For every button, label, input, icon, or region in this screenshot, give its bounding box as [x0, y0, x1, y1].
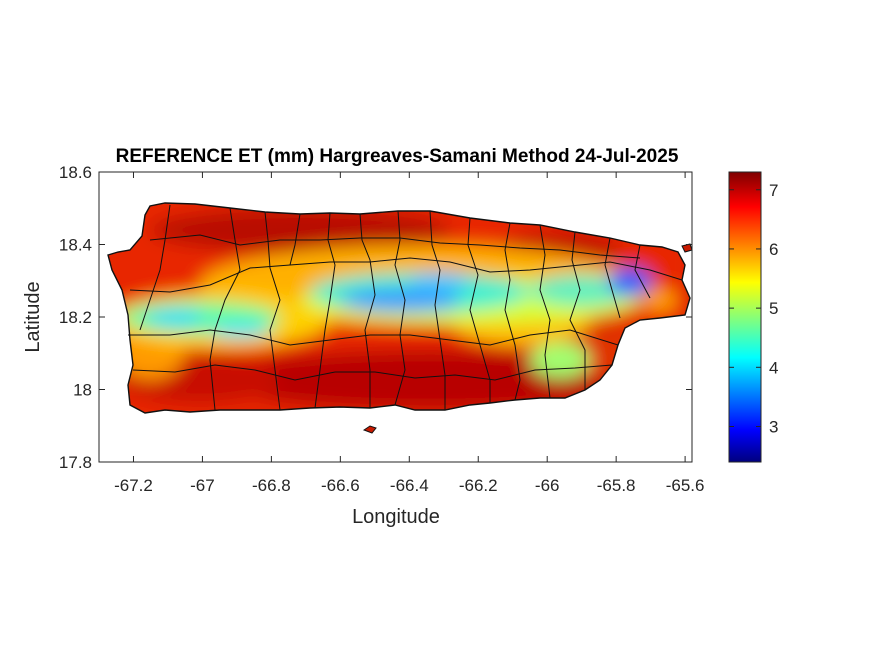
x-axis-ticks: -67.2 -67 -66.8 -66.6 -66.4 -66.2 -66 -65.8 -65.…	[114, 172, 704, 495]
x-tick-label: -66.6	[321, 476, 360, 495]
colorbar-tick-label: 6	[769, 240, 778, 259]
x-axis-label: Longitude	[352, 506, 440, 528]
colorbar-gradient	[728, 171, 762, 463]
island-outline	[107, 202, 691, 414]
y-axis-label: Latitude	[22, 281, 44, 352]
colorbar-tick-label: 4	[769, 358, 778, 377]
x-tick-label: -66.4	[390, 476, 429, 495]
x-tick-label: -66.8	[252, 476, 291, 495]
colorbar-ticks: 3 4 5 6 7	[729, 181, 778, 436]
x-tick-label: -65.8	[597, 476, 636, 495]
y-axis-ticks: 17.8 18 18.2 18.4 18.6	[59, 163, 692, 472]
x-tick-label: -65.6	[666, 476, 705, 495]
x-tick-label: -67.2	[114, 476, 153, 495]
chart-title: REFERENCE ET (mm) Hargreaves-Samani Meth…	[116, 146, 679, 167]
colorbar-tick-label: 5	[769, 299, 778, 318]
municipal-boundaries	[128, 204, 683, 411]
y-tick-label: 18.2	[59, 308, 92, 327]
x-tick-label: -67	[190, 476, 215, 495]
colorbar-tick-label: 7	[769, 181, 778, 200]
y-tick-label: 17.8	[59, 453, 92, 472]
y-tick-label: 18	[73, 381, 92, 400]
colorbar: 3 4 5 6 7	[728, 171, 778, 463]
y-tick-label: 18.6	[59, 163, 92, 182]
small-island	[362, 425, 377, 434]
map-plot-area: -67.2 -67 -66.8 -66.6 -66.4 -66.2 -66 -65.8 -65.…	[59, 163, 705, 495]
x-tick-label: -66.2	[459, 476, 498, 495]
colorbar-tick-label: 3	[769, 417, 778, 436]
x-tick-label: -66	[535, 476, 560, 495]
y-tick-label: 18.4	[59, 236, 92, 255]
